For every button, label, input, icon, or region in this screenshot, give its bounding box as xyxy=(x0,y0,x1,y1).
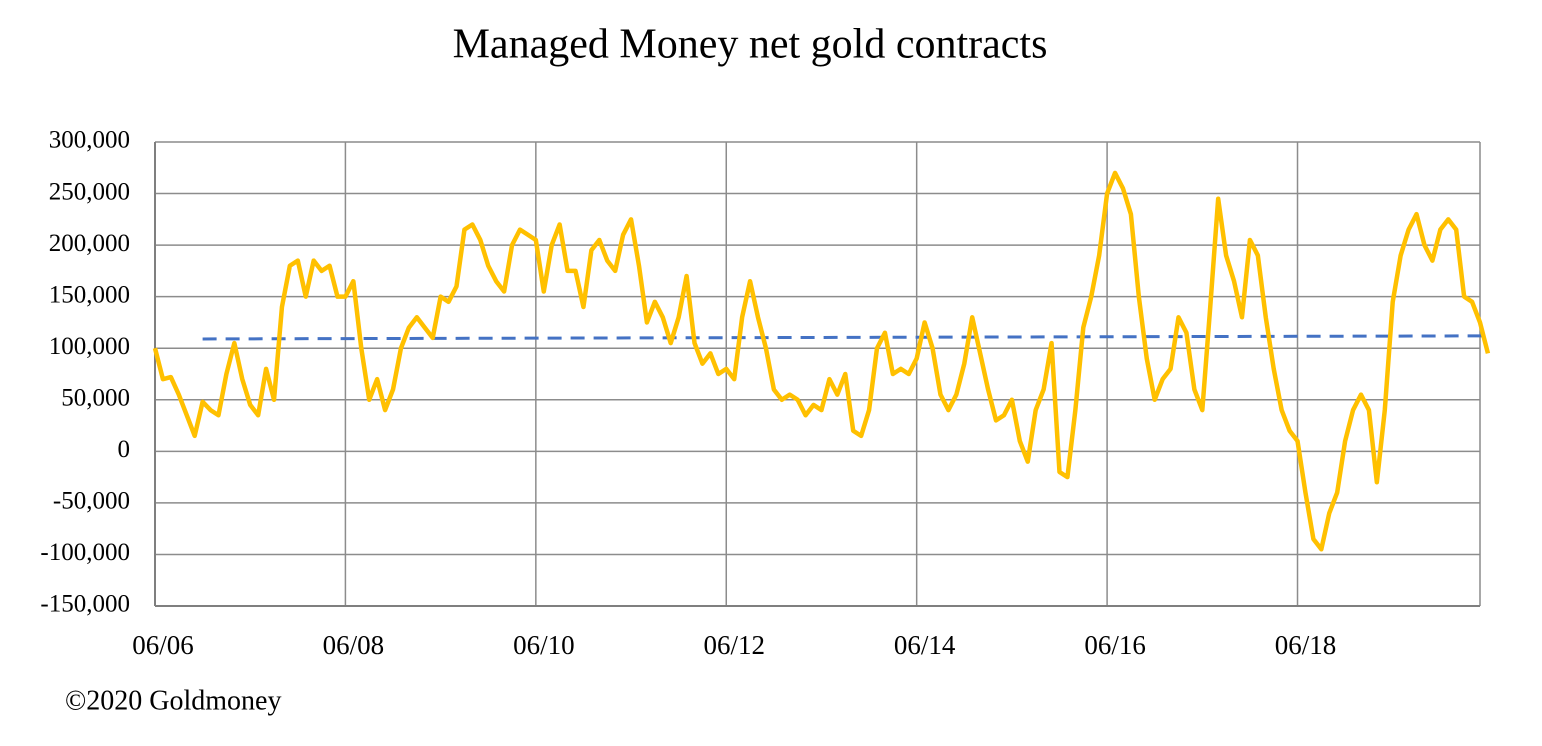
trend-line xyxy=(202,334,1488,341)
y-tick-label: 200,000 xyxy=(49,230,130,257)
source-note: ©2020 Goldmoney xyxy=(65,685,281,716)
y-tick-label: 250,000 xyxy=(49,178,130,205)
x-tick-label: 06/06 xyxy=(132,630,194,660)
x-tick-label: 06/08 xyxy=(323,630,385,660)
y-tick-label: 300,000 xyxy=(49,127,130,154)
y-tick-label: 0 xyxy=(118,436,131,463)
x-tick-label: 06/10 xyxy=(513,630,575,660)
x-tick-label: 06/16 xyxy=(1084,630,1146,660)
y-tick-label: 50,000 xyxy=(61,385,130,412)
y-tick-label: 150,000 xyxy=(49,281,130,308)
y-tick-label: -100,000 xyxy=(40,539,130,566)
y-tick-label: -50,000 xyxy=(53,488,130,515)
y-tick-label: -150,000 xyxy=(40,591,130,618)
x-tick-label: 06/14 xyxy=(894,630,956,660)
data-line xyxy=(152,170,1491,552)
x-tick-label: 06/18 xyxy=(1275,630,1337,660)
y-tick-label: 100,000 xyxy=(49,333,130,360)
x-tick-label: 06/12 xyxy=(703,630,765,660)
chart-title: Managed Money net gold contracts xyxy=(453,22,1048,68)
